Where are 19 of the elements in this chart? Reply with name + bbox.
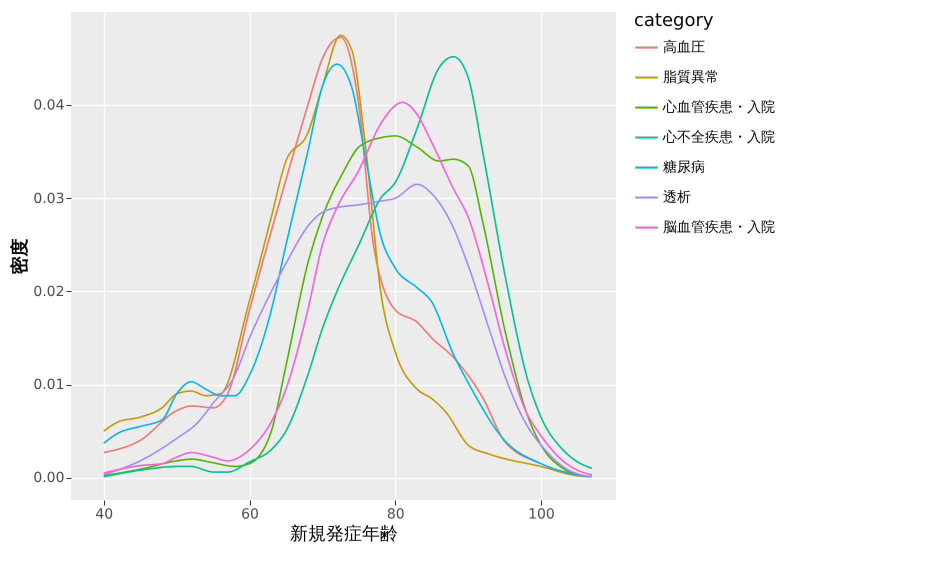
y-tick-label: 0.01 bbox=[33, 377, 64, 394]
y-axis-title: 密度 bbox=[9, 238, 30, 274]
x-tick-label: 60 bbox=[241, 506, 259, 522]
x-axis-title: 新規発症年齢 bbox=[290, 524, 398, 544]
y-tick-label: 0.00 bbox=[33, 470, 64, 486]
x-tick-label: 40 bbox=[95, 506, 114, 522]
legend-label: 高血圧 bbox=[663, 40, 705, 56]
x-tick-label: 80 bbox=[386, 506, 405, 522]
legend-label: 脳血管疾患・入院 bbox=[663, 220, 775, 236]
y-tick-label: 0.03 bbox=[33, 190, 64, 207]
y-tick-label: 0.02 bbox=[33, 284, 64, 300]
legend-title: category bbox=[634, 10, 714, 31]
x-tick-label: 100 bbox=[528, 506, 555, 522]
y-tick-label: 0.04 bbox=[33, 98, 65, 114]
legend-label: 心血管疾患・入院 bbox=[662, 100, 775, 116]
legend-label: 脂質異常 bbox=[663, 70, 719, 86]
legend-label: 心不全疾患・入院 bbox=[662, 130, 775, 146]
legend-label: 透析 bbox=[663, 190, 691, 206]
legend-label: 糖尿病 bbox=[663, 160, 705, 176]
